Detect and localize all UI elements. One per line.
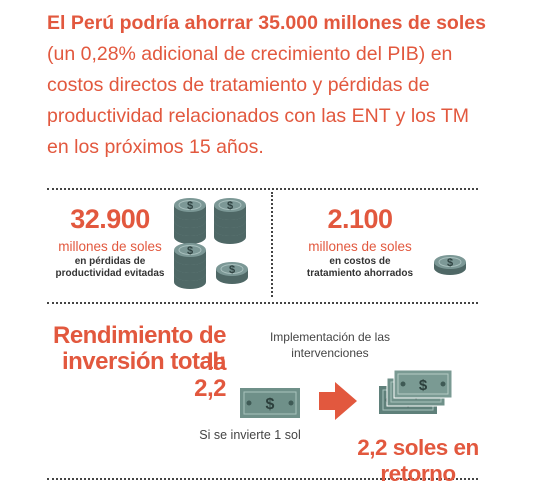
invest-label: Si se invierte 1 sol — [199, 428, 301, 442]
svg-text:$: $ — [419, 377, 428, 394]
banknote-stack-icon: $ $ $ — [379, 369, 453, 414]
divider-vertical — [271, 192, 273, 297]
left-stat-number: 32.900 — [70, 204, 150, 234]
headline-rest: (un 0,28% adicional de crecimiento del P… — [47, 43, 469, 158]
svg-text:$: $ — [266, 396, 275, 413]
roi-line2: inversión total: 2,2 — [61, 348, 227, 402]
banknote-icon: $ — [240, 388, 300, 418]
right-stat-unit: millones de soles — [308, 239, 412, 254]
svg-text:$: $ — [447, 257, 453, 269]
left-stat-line2: productividad evitadas — [55, 268, 165, 279]
right-stat-line2: tratamiento ahorrados — [306, 268, 414, 279]
coin-icon: $ — [434, 255, 466, 275]
left-stat-unit: millones de soles — [58, 239, 162, 254]
coin-stacks-icon: $ — [173, 197, 249, 290]
return-label: 2,2 soles en retorno — [357, 435, 479, 486]
divider-middle — [47, 302, 478, 304]
divider-bottom — [47, 478, 478, 480]
headline-bold: El Perú podría ahorrar 35.000 millones d… — [47, 12, 486, 34]
left-stat-line1: en pérdidas de — [74, 256, 146, 267]
divider-top — [47, 188, 478, 190]
right-stat-line1: en costos de — [329, 256, 391, 267]
headline: El Perú podría ahorrar 35.000 millones d… — [47, 8, 487, 163]
implementation-line1: Implementación de las — [269, 330, 391, 344]
roi-line1: Rendimiento de la — [52, 322, 227, 376]
right-stat-number: 2.100 — [327, 204, 393, 234]
implementation-line2: intervenciones — [291, 346, 369, 360]
arrow-right-icon — [319, 382, 357, 420]
